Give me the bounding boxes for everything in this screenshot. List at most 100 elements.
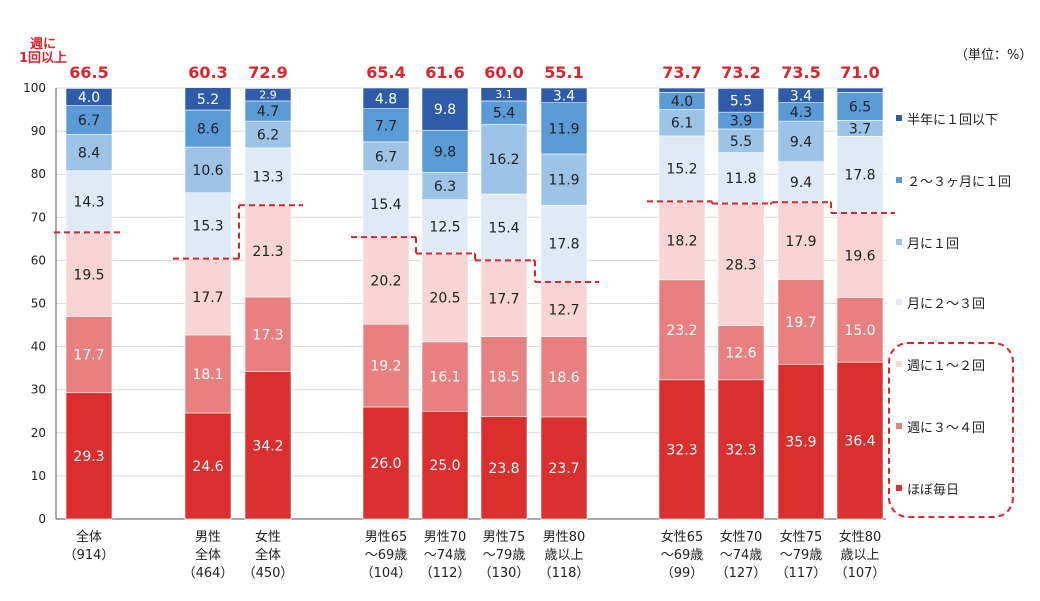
- category-n-label: （464）: [183, 566, 234, 581]
- bar-segment: [717, 325, 765, 381]
- segment-label: 21.3: [252, 244, 283, 260]
- segment-label: 5.5: [730, 134, 752, 150]
- segment-label: 18.5: [488, 370, 519, 386]
- legend-item: ほぼ毎日: [896, 480, 959, 498]
- segment-label: 20.2: [370, 274, 401, 290]
- legend-item: 週に１～２回: [896, 356, 985, 374]
- y-tick-label: 70: [31, 210, 46, 224]
- segment-label: 18.6: [548, 370, 579, 386]
- y-tick-label: 20: [31, 426, 46, 440]
- bar-segment: [244, 120, 292, 149]
- bar-segment: [362, 108, 410, 143]
- legend-label: 月に２～３回: [907, 296, 986, 312]
- bar-segment: [421, 341, 469, 412]
- segment-label: 11.8: [725, 171, 756, 187]
- bar-segment: [362, 406, 410, 520]
- bar-segment: [836, 92, 884, 121]
- category-label: 男性80: [543, 530, 586, 545]
- category-label: 女性80: [839, 529, 882, 545]
- bar-segment: [717, 379, 765, 520]
- bar-segment: [421, 129, 469, 173]
- segment-label: 3.4: [553, 88, 575, 104]
- bar-segment: [65, 232, 113, 317]
- y-tick-label: 40: [31, 340, 46, 354]
- segment-label: 9.8: [434, 102, 456, 118]
- segment-label: 6.3: [434, 179, 456, 195]
- weekly-total-value: 73.7: [662, 63, 701, 82]
- segment-label: 15.4: [370, 197, 401, 213]
- segment-label: 32.3: [725, 442, 756, 458]
- segment-label: 2.9: [259, 89, 277, 102]
- bar-segment: [836, 297, 884, 363]
- segment-label: 14.3: [73, 195, 104, 211]
- weekly-total-value: 60.3: [188, 63, 227, 82]
- segment-label: 3.4: [790, 88, 812, 104]
- category-label: 男性70: [424, 530, 467, 545]
- bar-segment: [480, 416, 528, 520]
- segment-label: 12.5: [429, 220, 460, 236]
- segment-label: 15.0: [844, 323, 875, 339]
- segment-label: 4.0: [671, 94, 693, 110]
- bar-segment: [421, 172, 469, 200]
- category-label: ～69歳: [365, 548, 408, 563]
- segment-label: 12.6: [725, 346, 756, 362]
- weekly-total-value: 73.5: [781, 63, 820, 82]
- category-label: 全体: [255, 547, 281, 563]
- bar-segment: [65, 392, 113, 520]
- bar-segment: [480, 193, 528, 261]
- segment-label: 17.7: [192, 290, 223, 306]
- bar-segment: [184, 87, 232, 111]
- segment-label: 3.1: [495, 88, 513, 101]
- segment-label: 5.5: [730, 93, 752, 109]
- bar-segment: [777, 201, 825, 280]
- category-label: 男性65: [365, 530, 408, 545]
- segment-label: 6.1: [671, 116, 693, 132]
- weekly-total-label: 週に 1回以上: [18, 38, 68, 66]
- segment-label: 4.0: [78, 90, 100, 106]
- legend-swatch: [896, 485, 902, 491]
- category-n-label: （104）: [361, 566, 412, 581]
- bar-segment: [244, 88, 292, 102]
- bar-segment: [244, 371, 292, 520]
- bar-segment: [184, 334, 232, 414]
- segment-label: 5.4: [493, 106, 515, 122]
- segment-label: 15.2: [666, 162, 697, 178]
- category-label: ～74歳: [424, 548, 467, 563]
- segment-label: 17.8: [548, 237, 579, 253]
- segment-label: 17.8: [844, 168, 875, 184]
- bar-segment: [480, 336, 528, 417]
- y-tick-label: 10: [31, 469, 46, 483]
- weekly-total-value: 73.2: [721, 63, 760, 82]
- bar-segment: [658, 87, 706, 93]
- segment-label: 3.7: [849, 121, 871, 137]
- segment-label: 17.7: [73, 348, 104, 364]
- weekly-total-value: 72.9: [248, 63, 287, 82]
- bar-segment: [777, 120, 825, 163]
- category-label: ～74歳: [720, 548, 763, 563]
- bar-segment: [540, 204, 588, 283]
- segment-label: 4.3: [790, 105, 812, 121]
- category-label: 女性65: [661, 529, 704, 545]
- segment-label: 4.7: [257, 104, 279, 120]
- bar-segment: [65, 105, 113, 135]
- bar-segment: [480, 87, 528, 102]
- category-label: 全体: [76, 529, 102, 545]
- bar-segment: [777, 87, 825, 103]
- weekly-total-value: 55.1: [544, 63, 583, 82]
- bar-segment: [184, 146, 232, 194]
- category-n-label: （107）: [835, 566, 886, 581]
- bar-segment: [65, 88, 113, 106]
- bar-segment: [836, 135, 884, 214]
- category-label: ～79歳: [780, 548, 823, 563]
- category-n-label: （99）: [661, 566, 704, 581]
- bar-segment: [480, 260, 528, 337]
- category-n-label: （914）: [64, 548, 115, 563]
- bar-segment: [421, 253, 469, 343]
- segment-label: 12.7: [548, 302, 579, 318]
- segment-label: 23.7: [548, 461, 579, 477]
- segment-label: 18.2: [666, 234, 697, 250]
- legend-swatch: [896, 115, 902, 121]
- bar-segment: [658, 379, 706, 520]
- category-label: 歳以上: [544, 548, 583, 563]
